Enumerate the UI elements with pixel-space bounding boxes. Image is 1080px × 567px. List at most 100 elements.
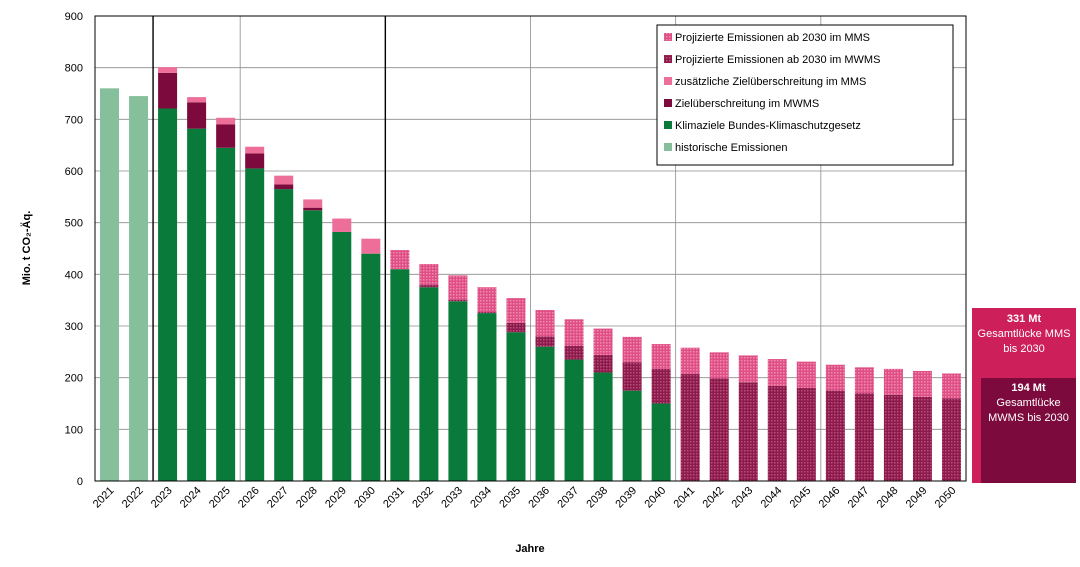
x-axis-label: Jahre <box>515 543 544 555</box>
legend-swatch-proj_mms <box>664 33 672 41</box>
x-tick-label: 2041 <box>672 485 698 511</box>
bar-target <box>622 390 642 481</box>
bar-historical <box>100 88 120 481</box>
y-tick-label: 100 <box>65 424 83 436</box>
bar-overshoot_mwms <box>303 207 323 211</box>
bar-target <box>651 403 671 481</box>
x-tick-label: 2042 <box>701 485 727 511</box>
legend-swatch-proj_mwms <box>664 55 672 63</box>
bar-proj_mms <box>390 250 410 270</box>
legend-label-target: Klimaziele Bundes-Klimaschutzgesetz <box>675 120 861 132</box>
legend-swatch-historical <box>664 143 672 151</box>
plot-frame <box>94 15 967 482</box>
legend-box <box>656 24 954 166</box>
bar-proj_mms <box>419 264 439 285</box>
bar-proj_mwms <box>477 312 497 314</box>
y-tick-label: 300 <box>65 321 83 333</box>
y-tick-label: 900 <box>65 11 83 23</box>
bar-overshoot_mwms <box>216 124 236 148</box>
legend-label-overshoot_mwms: Zielüberschreitung im MWMS <box>675 98 819 110</box>
bar-target <box>419 287 439 481</box>
bar-proj_mwms <box>941 398 961 481</box>
bar-proj_mwms <box>419 284 439 288</box>
bar-target <box>245 168 265 481</box>
bar-proj_mms <box>738 355 758 383</box>
legend-swatch-overshoot_mms <box>664 77 672 85</box>
bar-proj_mwms <box>564 345 584 360</box>
bar-target <box>303 210 323 481</box>
bar-proj_mms <box>912 370 932 397</box>
bar-target <box>332 231 352 481</box>
y-tick-label: 400 <box>65 269 83 281</box>
bar-target <box>564 359 584 481</box>
bar-proj_mms <box>651 344 671 369</box>
bar-proj_mwms <box>738 382 758 481</box>
bar-target <box>361 253 381 481</box>
x-tick-label: 2039 <box>613 485 639 511</box>
bar-proj_mms <box>593 328 613 355</box>
x-tick-label: 2021 <box>91 485 117 511</box>
bar-target <box>593 372 613 481</box>
bar-target <box>216 147 236 481</box>
legend-label-overshoot_mms: zusätzliche Zielüberschreitung im MMS <box>675 76 866 88</box>
bar-overshoot_mms <box>245 146 265 154</box>
bar-proj_mwms <box>622 362 642 391</box>
x-tick-label: 2037 <box>555 485 581 511</box>
bar-proj_mwms <box>506 322 526 333</box>
bar-proj_mms <box>622 336 642 363</box>
x-tick-label: 2022 <box>120 485 146 511</box>
x-tick-label: 2040 <box>642 485 668 511</box>
bar-overshoot_mms <box>303 199 323 208</box>
x-tick-label: 2031 <box>381 485 407 511</box>
bar-overshoot_mms <box>216 117 236 125</box>
bar-proj_mwms <box>854 393 874 481</box>
gap-mms-text: Gesamtlücke MMS bis 2030 <box>977 328 1071 355</box>
y-tick-label: 600 <box>65 166 83 178</box>
bar-proj_mms <box>448 275 468 300</box>
legend-label-historical: historische Emissionen <box>675 142 788 154</box>
bar-proj_mwms <box>825 390 845 481</box>
bar-overshoot_mwms <box>158 72 178 109</box>
x-tick-label: 2050 <box>933 485 959 511</box>
bar-proj_mwms <box>680 374 700 481</box>
bar-proj_mms <box>941 373 961 399</box>
x-tick-label: 2026 <box>236 485 262 511</box>
bar-area <box>100 67 961 482</box>
x-tick-label: 2033 <box>439 485 465 511</box>
y-tick-label: 700 <box>65 114 83 126</box>
bar-proj_mms <box>564 319 584 346</box>
bar-proj_mms <box>854 367 874 394</box>
legend-swatch-overshoot_mwms <box>664 99 672 107</box>
x-tick-label: 2029 <box>323 485 349 511</box>
bar-target <box>390 269 410 481</box>
bar-proj_mwms <box>593 354 613 373</box>
bar-overshoot_mwms <box>187 102 207 129</box>
bar-proj_mms <box>767 359 787 386</box>
y-tick-label: 200 <box>65 373 83 385</box>
x-tick-label: 2049 <box>904 485 930 511</box>
gap-mwms-text: Gesamtlücke MWMS bis 2030 <box>988 397 1069 424</box>
bar-overshoot_mms <box>274 175 294 185</box>
bar-overshoot_mms <box>332 218 352 232</box>
x-tick-label: 2046 <box>817 485 843 511</box>
x-tick-label: 2032 <box>410 485 436 511</box>
x-tick-label: 2047 <box>846 485 872 511</box>
bar-proj_mms <box>883 368 903 395</box>
y-tick-label: 500 <box>65 218 83 230</box>
bar-proj_mwms <box>709 378 729 481</box>
bar-target <box>158 108 178 481</box>
bar-proj_mwms <box>883 394 903 481</box>
bar-proj_mms <box>535 309 555 337</box>
legend: Projizierte Emissionen ab 2030 im MMS Pro… <box>656 24 954 166</box>
y-tick-label: 800 <box>65 63 83 75</box>
bar-proj_mwms <box>912 396 932 481</box>
bar-overshoot_mms <box>158 67 178 73</box>
bar-target <box>448 301 468 481</box>
x-tick-label: 2048 <box>875 485 901 511</box>
x-tick-label: 2034 <box>468 485 494 511</box>
x-tick-label: 2045 <box>788 485 814 511</box>
bar-proj_mms <box>506 298 526 323</box>
legend-label-proj_mms: Projizierte Emissionen ab 2030 im MMS <box>675 32 870 44</box>
x-tick-label: 2027 <box>265 485 291 511</box>
